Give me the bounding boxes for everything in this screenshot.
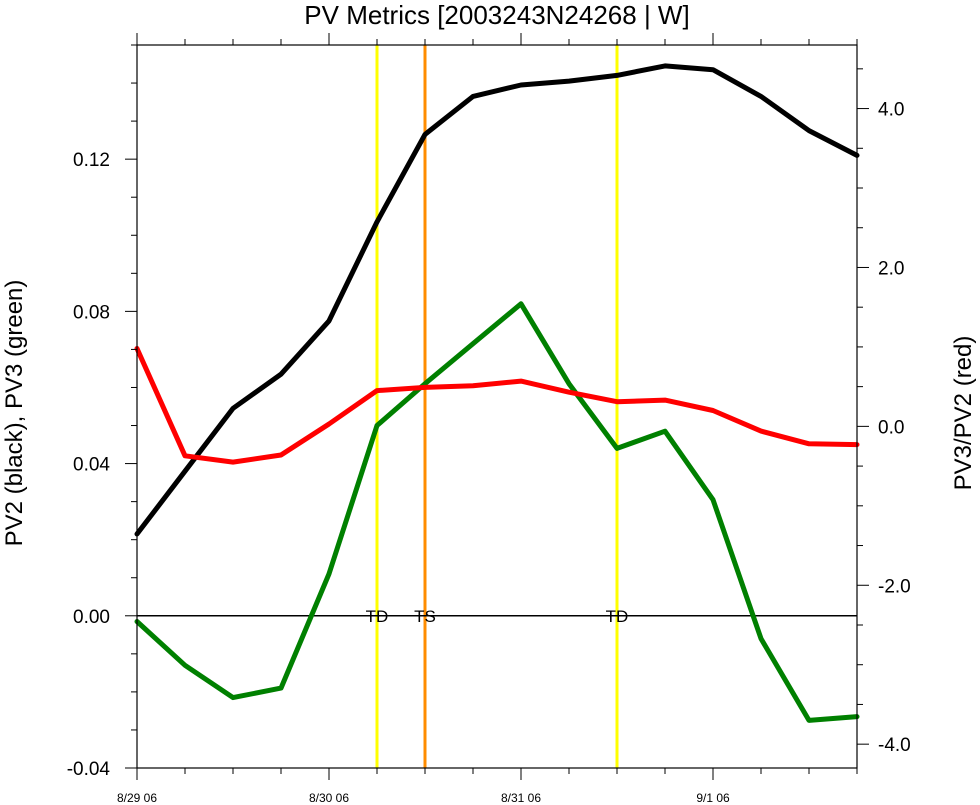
right-axis: -4.0 -2.0 0.0 2.0 4.0 bbox=[857, 68, 911, 756]
left-axis: -0.04 0.00 0.04 0.08 0.12 bbox=[67, 44, 137, 780]
event-label-ts-1: TS bbox=[414, 607, 436, 626]
x-axis: 8/29 06 8/30 06 8/31 06 9/1 06 bbox=[117, 33, 858, 805]
left-tick-label: 0.08 bbox=[73, 302, 110, 323]
y-axis-label-left: PV2 (black), PV3 (green) bbox=[1, 280, 28, 547]
x-tick-label: 8/29 06 bbox=[117, 791, 157, 805]
right-tick-label: -2.0 bbox=[878, 576, 911, 597]
left-tick-label: 0.04 bbox=[73, 455, 110, 476]
pv3-pv2-ratio-line bbox=[134, 346, 860, 465]
event-label-td-0: TD bbox=[366, 607, 389, 626]
x-tick-label: 8/31 06 bbox=[501, 791, 541, 805]
x-tick-label: 8/30 06 bbox=[309, 791, 349, 805]
right-tick-label: -4.0 bbox=[878, 735, 911, 756]
right-tick-label: 4.0 bbox=[878, 100, 904, 121]
right-tick-label: 2.0 bbox=[878, 258, 904, 279]
event-label-td-2: TD bbox=[606, 607, 629, 626]
chart-title: PV Metrics [2003243N24268 | W] bbox=[304, 0, 689, 30]
left-tick-label: 0.00 bbox=[73, 607, 110, 628]
pv2-line bbox=[134, 63, 860, 537]
left-tick-label: -0.04 bbox=[67, 759, 111, 780]
right-tick-label: 0.0 bbox=[878, 417, 904, 438]
plot-frame bbox=[136, 44, 858, 769]
left-tick-label: 0.12 bbox=[73, 150, 110, 171]
y-axis-label-right: PV3/PV2 (red) bbox=[950, 336, 977, 491]
event-labels: TD TS TD bbox=[366, 607, 629, 626]
x-tick-label: 9/1 06 bbox=[696, 791, 730, 805]
event-lines bbox=[375, 45, 619, 768]
pv3-line bbox=[134, 301, 860, 723]
series-lines bbox=[134, 63, 860, 723]
